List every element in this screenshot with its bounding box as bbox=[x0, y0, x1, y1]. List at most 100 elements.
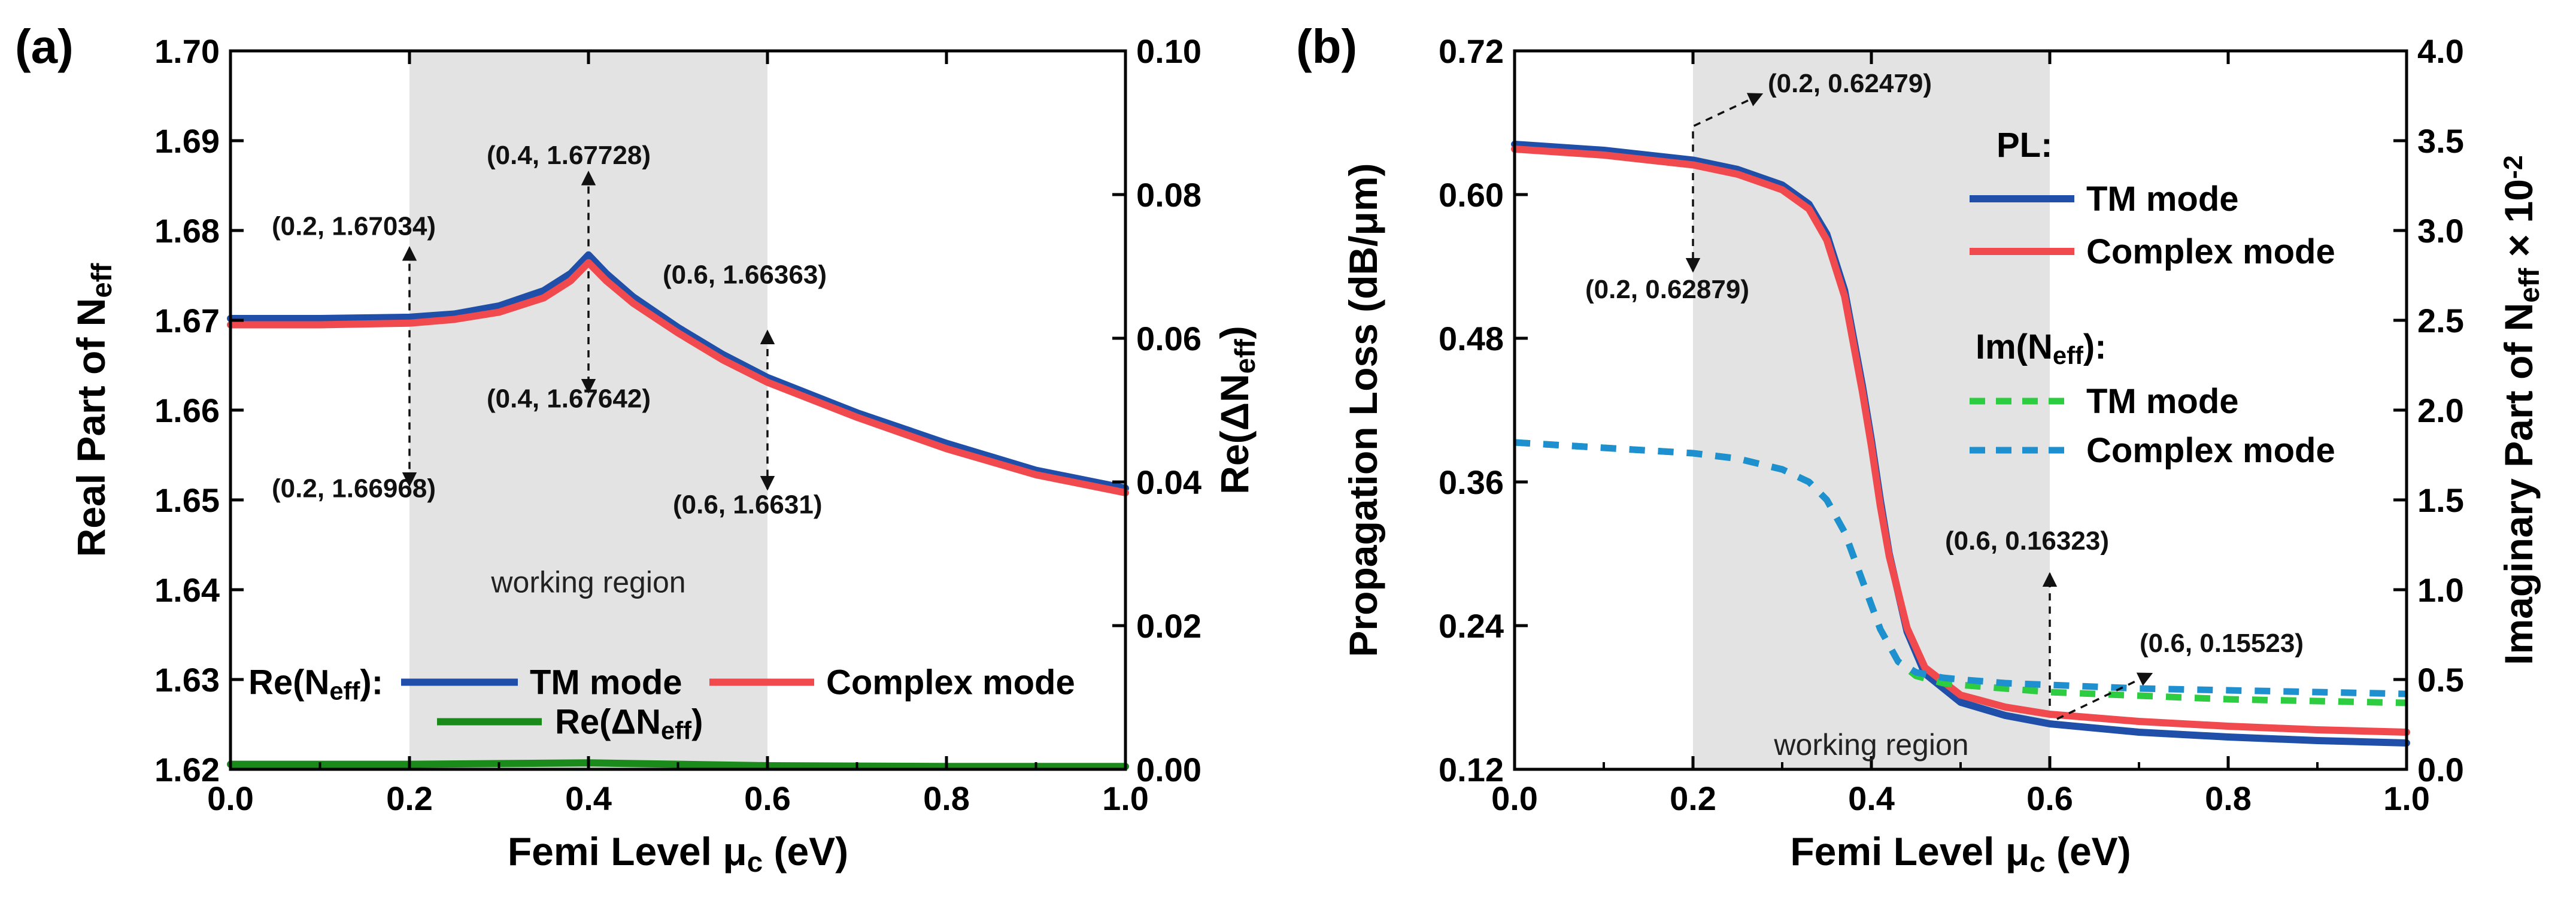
y2-tick-label: 2.0 bbox=[2417, 392, 2464, 429]
y2-axis-label-part: eff bbox=[1230, 339, 1261, 374]
series-line-1 bbox=[227, 259, 1129, 496]
legend-title-part: eff bbox=[329, 677, 360, 705]
legend-label-delta-part: eff bbox=[661, 717, 691, 745]
y2-tick-label: 0.0 bbox=[2417, 751, 2464, 788]
x-axis-label-part: c bbox=[747, 847, 763, 878]
y-axis-label-part: Propagation Loss (dB/μm) bbox=[1341, 163, 1385, 657]
y-tick-label: 0.48 bbox=[1439, 320, 1504, 357]
y2-tick-label: 0.04 bbox=[1136, 463, 1201, 501]
series-line-1 bbox=[1511, 145, 2410, 736]
legend-title: Re(Neff): bbox=[248, 663, 383, 705]
annotation-label: (0.4, 1.67642) bbox=[487, 384, 651, 414]
legend-title-im-part: Im(N bbox=[1976, 327, 2053, 366]
x-tick-label: 0.2 bbox=[1670, 779, 1716, 817]
legend-title-im: Im(Neff): bbox=[1976, 327, 2107, 369]
x-tick-label: 1.0 bbox=[1102, 779, 1149, 817]
y2-tick-label: 4.0 bbox=[2417, 32, 2464, 70]
y-tick-label: 1.67 bbox=[154, 302, 220, 339]
legend-label-delta-part: Re(ΔN bbox=[555, 703, 661, 742]
y-axis-label: Propagation Loss (dB/μm) bbox=[1341, 163, 1385, 657]
y2-axis-label-part: ) bbox=[1212, 326, 1257, 339]
x-tick-label: 0.8 bbox=[2205, 779, 2252, 817]
y-axis-label: Real Part of Neff bbox=[69, 263, 118, 557]
legend-title-pl: PL: bbox=[1997, 126, 2052, 165]
legend-label-complex: Complex mode bbox=[826, 663, 1075, 702]
x-tick-label: 0.0 bbox=[1491, 779, 1538, 817]
series-line-3 bbox=[1514, 439, 2407, 697]
y2-tick-label: 3.0 bbox=[2417, 212, 2464, 250]
legend-label-delta-part: ) bbox=[691, 703, 703, 742]
y2-axis-label-part: Re(ΔN bbox=[1212, 374, 1257, 494]
y-tick-label: 0.72 bbox=[1439, 32, 1504, 70]
y-tick-label: 1.68 bbox=[154, 212, 220, 250]
y-tick-label: 0.12 bbox=[1439, 751, 1504, 788]
legend-title-part: Re(N bbox=[248, 663, 329, 702]
y-tick-label: 1.65 bbox=[154, 481, 220, 519]
x-axis-label-part: (eV) bbox=[763, 829, 848, 873]
y2-tick-label: 3.5 bbox=[2417, 122, 2464, 160]
panel-a: 0.0 0.2 0.4 0.6 0.8 1.0 1.62 1.63 1.64 1.65 1.66 1.… bbox=[15, 20, 1261, 878]
y-tick-label: 1.69 bbox=[154, 122, 220, 160]
y2-tick-label: 0.5 bbox=[2417, 661, 2464, 699]
working-region-shade bbox=[409, 51, 767, 769]
working-region-label: working region bbox=[490, 566, 685, 599]
y-tick-label: 1.64 bbox=[154, 571, 220, 609]
x-axis-label: Femi Level μc (eV) bbox=[1790, 829, 2131, 878]
annotation-label: (0.2, 1.66968) bbox=[272, 474, 436, 504]
legend-title-im-part: eff bbox=[2053, 341, 2083, 369]
working-region-shade bbox=[1693, 51, 2050, 769]
y-tick-label: 1.63 bbox=[154, 661, 220, 699]
y2-tick-label: 0.06 bbox=[1136, 320, 1201, 357]
x-tick-label: 0.2 bbox=[386, 779, 433, 817]
y2-axis-label-part: × 10 bbox=[2496, 179, 2541, 268]
legend-label: TM mode bbox=[2086, 382, 2239, 421]
legend-label-delta: Re(ΔNeff) bbox=[555, 703, 703, 745]
x-tick-label: 0.4 bbox=[565, 779, 612, 817]
x-tick-label: 0.8 bbox=[923, 779, 970, 817]
y2-tick-label: 0.00 bbox=[1136, 751, 1201, 788]
y-tick-label: 1.62 bbox=[154, 751, 220, 788]
annotation-arrow bbox=[2056, 672, 2153, 720]
annotation-label: (0.2, 0.62879) bbox=[1585, 275, 1749, 304]
legend-title-im-part: ): bbox=[2083, 327, 2107, 366]
y-axis-label-part: Real Part of N bbox=[69, 298, 113, 557]
annotation-label: (0.6, 0.16323) bbox=[1945, 526, 2109, 556]
legend-label: Complex mode bbox=[2086, 232, 2335, 271]
annotation-label: (0.4, 1.67728) bbox=[487, 141, 651, 170]
y2-axis-label-part: Imaginary Part of N bbox=[2496, 303, 2541, 665]
x-axis-label: Femi Level μc (eV) bbox=[508, 829, 848, 878]
legend-title-part: ): bbox=[360, 663, 383, 702]
x-tick-label: 0.0 bbox=[207, 779, 254, 817]
y2-tick-label: 0.02 bbox=[1136, 607, 1201, 645]
y-tick-label: 0.24 bbox=[1439, 607, 1504, 645]
series-line-0 bbox=[227, 251, 1129, 492]
legend-label: TM mode bbox=[2086, 180, 2239, 219]
annotation-label: (0.6, 1.66363) bbox=[663, 260, 827, 290]
legend-label-tm: TM mode bbox=[530, 663, 682, 702]
y-tick-label: 1.66 bbox=[154, 392, 220, 429]
y-tick-label: 0.60 bbox=[1439, 176, 1504, 214]
y2-tick-label: 0.08 bbox=[1136, 176, 1201, 214]
x-tick-label: 1.0 bbox=[2383, 779, 2430, 817]
x-tick-label: 0.6 bbox=[2026, 779, 2073, 817]
y2-axis-label-part: eff bbox=[2514, 268, 2545, 302]
x-tick-label: 0.4 bbox=[1848, 779, 1895, 817]
annotation-label: (0.2, 1.67034) bbox=[272, 212, 436, 241]
panel-b: 0.0 0.2 0.4 0.6 0.8 1.0 0.12 0.24 0.36 0.48 0.60 0.… bbox=[1296, 20, 2545, 878]
y2-axis-label: Re(ΔNeff) bbox=[1212, 326, 1261, 495]
y-tick-label: 1.70 bbox=[154, 32, 220, 70]
panel-label: (b) bbox=[1296, 20, 1357, 73]
annotation-label: (0.6, 0.15523) bbox=[2140, 629, 2304, 658]
y-tick-label: 0.36 bbox=[1439, 463, 1504, 501]
y2-axis-label-part: -2 bbox=[2498, 155, 2528, 179]
y2-tick-label: 1.0 bbox=[2417, 571, 2464, 609]
annotation-label: (0.2, 0.62479) bbox=[1768, 69, 1932, 98]
x-axis-label-part: Femi Level μ bbox=[1790, 829, 2029, 873]
y-axis-label-part: eff bbox=[86, 263, 118, 298]
legend-label: Complex mode bbox=[2086, 431, 2335, 470]
y2-tick-label: 2.5 bbox=[2417, 302, 2464, 339]
x-tick-label: 0.6 bbox=[744, 779, 791, 817]
y2-tick-label: 0.10 bbox=[1136, 32, 1201, 70]
